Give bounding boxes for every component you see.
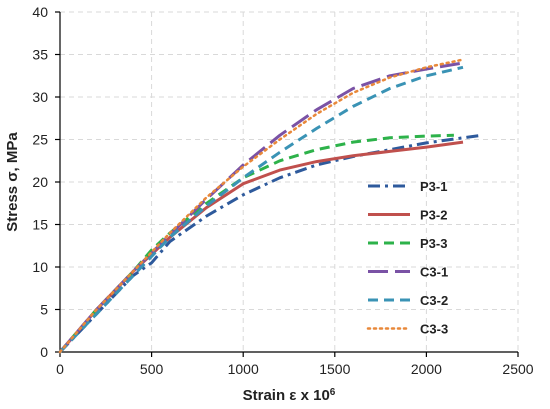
y-tick-label: 30 bbox=[32, 89, 48, 105]
legend: P3-1 P3-2 P3-3 C3-1 C3-2 C3-3 bbox=[366, 179, 448, 337]
y-tick-label: 10 bbox=[32, 259, 48, 275]
x-tick-label: 500 bbox=[140, 361, 164, 377]
legend-label-p3-1: P3-1 bbox=[420, 179, 447, 194]
y-tick-label: 5 bbox=[40, 302, 48, 318]
series-line-c3-2 bbox=[58, 65, 464, 354]
x-axis-title-superscript: 6 bbox=[330, 387, 336, 398]
legend-label-c3-2: C3-2 bbox=[420, 293, 448, 308]
tick-labels: 0 500 1000 1500 2000 2500 0 5 10 15 20 25 30 35 40 bbox=[32, 4, 533, 377]
y-tick-label: 25 bbox=[32, 132, 48, 148]
series-lines bbox=[58, 58, 482, 354]
legend-label-c3-3: C3-3 bbox=[420, 322, 448, 337]
y-tick-label: 0 bbox=[40, 344, 48, 360]
legend-label-c3-1: C3-1 bbox=[420, 265, 448, 280]
x-tick-label: 2000 bbox=[411, 361, 442, 377]
series-line-c3-1 bbox=[58, 61, 464, 353]
x-axis-title: Strain ε x 106 bbox=[243, 387, 336, 405]
y-tick-label: 15 bbox=[32, 217, 48, 233]
axes bbox=[55, 11, 519, 357]
x-tick-label: 1500 bbox=[319, 361, 350, 377]
series-line-c3-3 bbox=[58, 58, 465, 354]
series-line-p3-1 bbox=[58, 133, 482, 354]
series-line-p3-2 bbox=[58, 140, 464, 353]
y-axis-title: Stress σ, MPa bbox=[4, 132, 21, 232]
x-tick-label: 0 bbox=[56, 361, 64, 377]
x-axis-title-text: Strain ε x 10 bbox=[243, 387, 330, 404]
legend-label-p3-3: P3-3 bbox=[420, 236, 447, 251]
series-line-p3-3 bbox=[58, 133, 454, 353]
y-tick-label: 40 bbox=[32, 4, 48, 20]
x-tick-label: 2500 bbox=[502, 361, 533, 377]
y-tick-label: 35 bbox=[32, 47, 48, 63]
y-tick-label: 20 bbox=[32, 174, 48, 190]
x-tick-label: 1000 bbox=[228, 361, 259, 377]
legend-label-p3-2: P3-2 bbox=[420, 208, 447, 223]
